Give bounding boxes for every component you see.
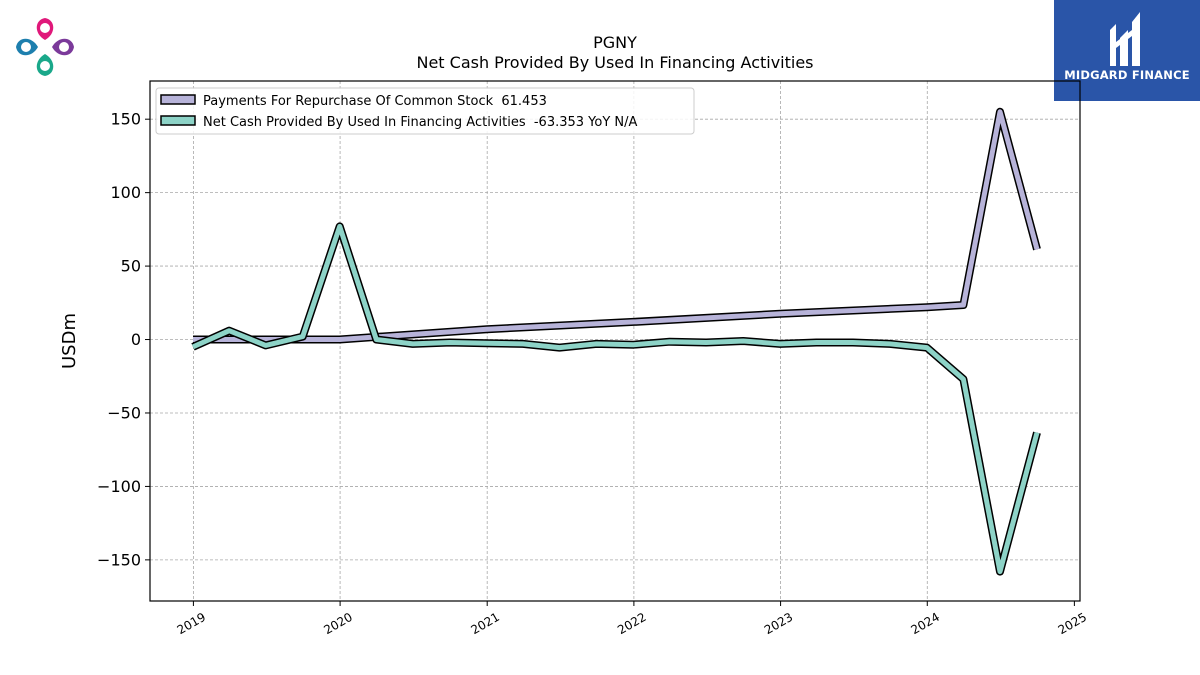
legend-label: Payments For Repurchase Of Common Stock … — [203, 94, 547, 109]
x-tick-label: 2021 — [468, 610, 501, 637]
legend-label: Net Cash Provided By Used In Financing A… — [203, 115, 638, 130]
y-tick-label: 0 — [131, 330, 141, 349]
y-axis: −150 −100 −50 0 50 100 150 — [97, 110, 150, 569]
legend-swatch — [160, 115, 196, 126]
y-tick-label: 50 — [121, 257, 141, 276]
legend-box — [155, 87, 695, 135]
legend-swatch — [160, 94, 196, 105]
legend: Payments For Repurchase Of Common Stock … — [155, 87, 695, 135]
y-tick-label: −150 — [97, 550, 141, 569]
x-tick-label: 2020 — [321, 610, 354, 637]
clover-logo-icon — [10, 12, 80, 82]
x-tick-label: 2019 — [175, 610, 208, 637]
series-line-2 — [191, 223, 1040, 575]
x-axis: 2019 2020 2021 2022 2023 2024 2025 — [175, 601, 1089, 637]
mf-monogram-icon — [1102, 8, 1152, 70]
series-line-outline — [193, 107, 1041, 344]
y-tick-label: −100 — [97, 477, 141, 496]
chart-title: PGNY — [593, 33, 637, 52]
plot-frame — [149, 80, 1081, 602]
x-tick-label: 2024 — [909, 610, 942, 637]
brand-logo: MIDGARD FINANCE — [1054, 0, 1200, 101]
y-tick-label: 150 — [110, 110, 141, 129]
x-tick-label: 2022 — [615, 610, 648, 637]
chart-subtitle: Net Cash Provided By Used In Financing A… — [416, 53, 813, 72]
y-tick-label: −50 — [107, 403, 141, 422]
series-lines — [191, 107, 1041, 576]
y-axis-label: USDm — [59, 313, 80, 369]
brand-name: MIDGARD FINANCE — [1064, 68, 1190, 82]
x-tick-label: 2025 — [1056, 610, 1089, 637]
x-tick-label: 2023 — [762, 610, 795, 637]
series-line-outline — [191, 222, 1041, 576]
y-tick-label: 100 — [110, 183, 141, 202]
